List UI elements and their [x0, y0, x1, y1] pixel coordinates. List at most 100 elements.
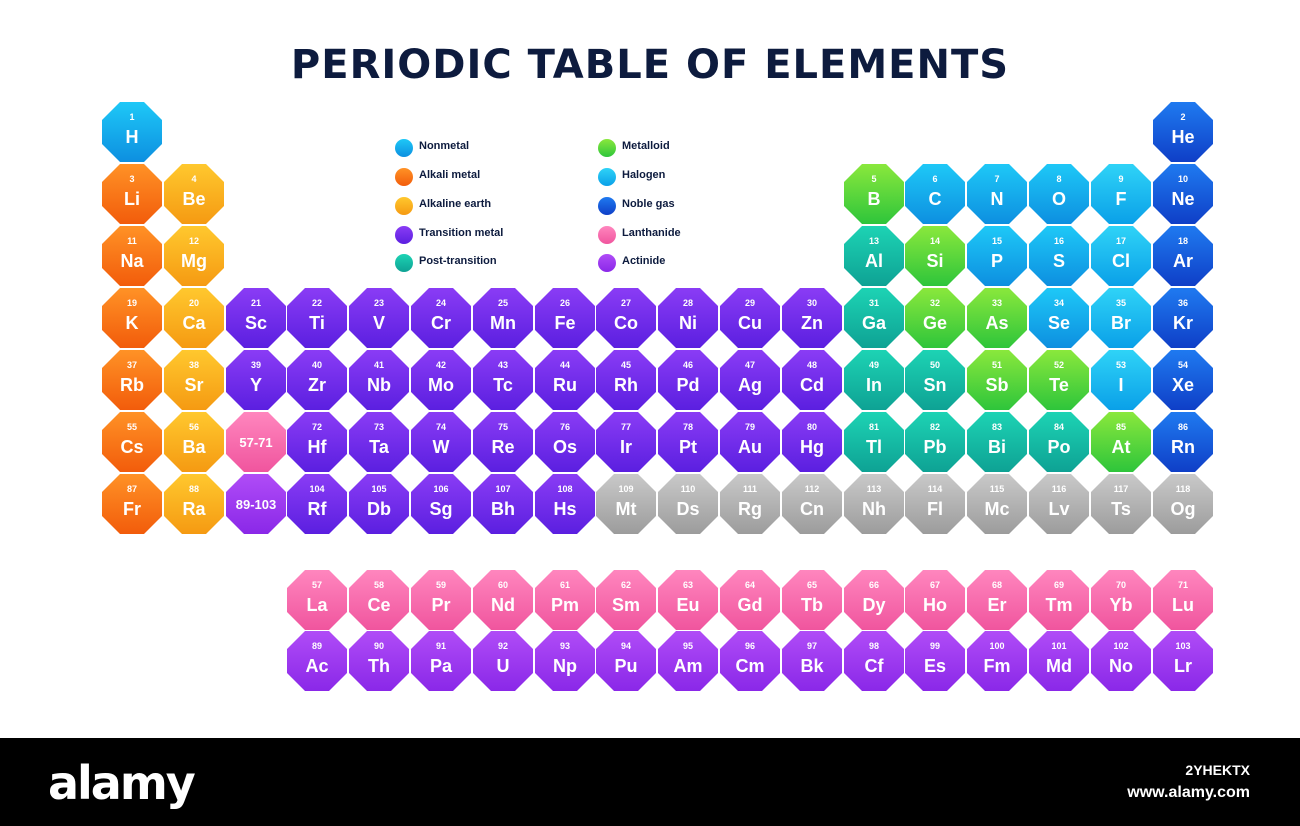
- legend-label: Metalloid: [622, 140, 670, 152]
- atomic-number: 71: [1177, 580, 1188, 590]
- atomic-number: 104: [309, 484, 325, 494]
- element-symbol: Eu: [676, 595, 700, 615]
- element-symbol: Ni: [679, 313, 697, 333]
- atomic-number: 64: [744, 580, 755, 590]
- element-am: 95 Am: [658, 631, 718, 691]
- element-symbol: Li: [124, 189, 140, 209]
- legend-swatch: [395, 168, 413, 186]
- atomic-number: 39: [250, 360, 261, 370]
- element-symbol: Lv: [1048, 499, 1070, 519]
- element-symbol: Ge: [922, 313, 947, 333]
- element-symbol: 89-103: [235, 497, 277, 512]
- element-symbol: Ru: [553, 375, 577, 395]
- element-ne: 10 Ne: [1153, 164, 1213, 224]
- atomic-number: 40: [311, 360, 322, 370]
- element-hs: 108 Hs: [535, 474, 595, 534]
- element-symbol: Rf: [307, 499, 327, 519]
- element-gd: 64 Gd: [720, 570, 780, 630]
- element-symbol: Tm: [1045, 595, 1073, 615]
- atomic-number: 74: [435, 422, 446, 432]
- element-np: 93 Np: [535, 631, 595, 691]
- element-db: 105 Db: [349, 474, 409, 534]
- element-te: 52 Te: [1029, 350, 1089, 410]
- legend-label: Actinide: [622, 255, 666, 267]
- element-ts: 117 Ts: [1091, 474, 1151, 534]
- atomic-number: 9: [1118, 174, 1124, 184]
- atomic-number: 81: [868, 422, 879, 432]
- atomic-number: 41: [373, 360, 384, 370]
- element-co: 27 Co: [596, 288, 656, 348]
- element-symbol: Tc: [493, 375, 513, 395]
- element-v: 23 V: [349, 288, 409, 348]
- legend-label: Halogen: [622, 169, 666, 181]
- atomic-number: 106: [433, 484, 449, 494]
- atomic-number: 116: [1051, 484, 1067, 494]
- atomic-number: 19: [126, 298, 137, 308]
- element-symbol: Lr: [1174, 656, 1192, 676]
- element-symbol: Co: [614, 313, 638, 333]
- page-title: PERIODIC TABLE OF ELEMENTS: [290, 42, 1010, 88]
- element-symbol: Cn: [800, 499, 824, 519]
- element-symbol: Ra: [182, 499, 206, 519]
- element-fr: 87 Fr: [102, 474, 162, 534]
- element-lu: 71 Lu: [1153, 570, 1213, 630]
- element-symbol: Ac: [305, 656, 329, 676]
- atomic-number: 4: [191, 174, 197, 184]
- element-symbol: Fr: [123, 499, 141, 519]
- element-ca: 20 Ca: [164, 288, 224, 348]
- legend-label: Alkali metal: [419, 169, 481, 181]
- atomic-number: 11: [127, 236, 137, 246]
- element-fl: 114 Fl: [905, 474, 965, 534]
- legend-swatch: [395, 254, 413, 272]
- element-nb: 41 Nb: [349, 350, 409, 410]
- atomic-number: 7: [994, 174, 1000, 184]
- atomic-number: 42: [435, 360, 446, 370]
- element-symbol: Os: [552, 437, 577, 457]
- atomic-number: 6: [932, 174, 938, 184]
- site-url[interactable]: www.alamy.com: [1127, 784, 1250, 801]
- element-symbol: Sc: [244, 313, 268, 333]
- atomic-number: 91: [435, 641, 446, 651]
- element-tb: 65 Tb: [782, 570, 842, 630]
- element-rf: 104 Rf: [287, 474, 347, 534]
- atomic-number: 37: [126, 360, 137, 370]
- legend-swatch: [598, 254, 616, 272]
- atomic-number: 77: [620, 422, 631, 432]
- element-symbol: Hf: [307, 437, 327, 457]
- atomic-number: 103: [1175, 641, 1191, 651]
- element-cn: 112 Cn: [782, 474, 842, 534]
- element-nd: 60 Nd: [473, 570, 533, 630]
- element-s: 16 S: [1029, 226, 1089, 286]
- atomic-number: 98: [868, 641, 879, 651]
- atomic-number: 76: [559, 422, 570, 432]
- atomic-number: 100: [989, 641, 1005, 651]
- element-symbol: F: [1115, 189, 1127, 209]
- element-symbol: P: [990, 251, 1003, 271]
- element-y: 39 Y: [226, 350, 286, 410]
- atomic-number: 109: [618, 484, 634, 494]
- atomic-number: 54: [1177, 360, 1188, 370]
- atomic-number: 31: [868, 298, 879, 308]
- element-ni: 28 Ni: [658, 288, 718, 348]
- element-symbol: Y: [249, 375, 262, 395]
- atomic-number: 14: [929, 236, 940, 246]
- element-cs: 55 Cs: [102, 412, 162, 472]
- element-es: 99 Es: [905, 631, 965, 691]
- atomic-number: 68: [991, 580, 1002, 590]
- element-re: 75 Re: [473, 412, 533, 472]
- element-symbol: Hs: [553, 499, 577, 519]
- element-symbol: Sn: [923, 375, 947, 395]
- element-symbol: K: [125, 313, 139, 333]
- atomic-number: 50: [929, 360, 940, 370]
- element-mt: 109 Mt: [596, 474, 656, 534]
- element-symbol: C: [928, 189, 942, 209]
- legend-label: Transition metal: [419, 227, 504, 239]
- atomic-number: 96: [744, 641, 755, 651]
- atomic-number: 69: [1053, 580, 1064, 590]
- element-symbol: Pd: [676, 375, 700, 395]
- element-symbol: Cl: [1112, 251, 1130, 271]
- element-symbol: As: [985, 313, 1009, 333]
- atomic-number: 20: [188, 298, 199, 308]
- atomic-number: 34: [1053, 298, 1064, 308]
- atomic-number: 99: [929, 641, 940, 651]
